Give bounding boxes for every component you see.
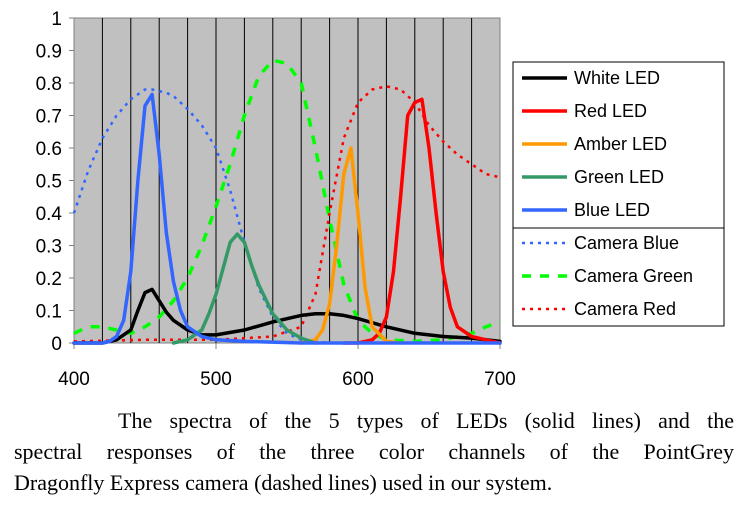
legend-label: Blue LED (574, 200, 650, 220)
y-tick-label: 0.1 (36, 302, 62, 323)
x-axis-ticks: 400 500 600 700 (58, 343, 516, 390)
legend-label: Camera Red (574, 299, 676, 319)
series-line-amber-led (299, 146, 403, 345)
legend-label: Amber LED (574, 134, 667, 154)
series-line-camera-red (73, 85, 501, 343)
legend-label: Red LED (574, 101, 647, 121)
y-tick-label: 1 (51, 9, 62, 30)
y-tick-label: 0.2 (36, 269, 62, 290)
x-tick-label: 600 (342, 369, 374, 390)
series-line-blue-led (72, 92, 502, 345)
caption-line-2: spectral responses of the three color ch… (14, 439, 734, 464)
figure-caption: The spectra of the 5 types of LEDs (soli… (14, 405, 734, 498)
legend-label: Green LED (574, 167, 664, 187)
caption-line-3: Dragonfly Express camera (dashed lines) … (14, 470, 553, 495)
y-tick-label: 0.6 (36, 139, 62, 160)
series-lines (72, 58, 502, 345)
x-tick-label: 500 (200, 369, 232, 390)
plot-area (73, 17, 501, 344)
y-tick-label: 0.5 (36, 172, 62, 193)
y-tick-label: 0.4 (36, 204, 63, 225)
y-tick-label: 0.8 (36, 74, 62, 95)
gridlines (101, 18, 473, 343)
x-tick-label: 700 (484, 369, 516, 390)
series-line-white-led (72, 287, 502, 345)
y-tick-label: 0.9 (36, 42, 62, 63)
series-line-green-led (171, 232, 318, 345)
legend-label: Camera Green (574, 266, 693, 286)
series-line-camera-green (73, 58, 501, 344)
legend-label: Camera Blue (574, 233, 679, 253)
series-line-camera-blue (72, 88, 330, 345)
y-tick-label: 0 (51, 334, 62, 355)
y-tick-label: 0.3 (36, 237, 62, 258)
legend-box (512, 61, 725, 327)
legend: White LED Red LED Amber LED Green LED Blue L… (512, 61, 725, 327)
y-axis-ticks: 0 0.1 0.2 0.3 0.4 0.5 0.6 0.7 0.8 0.9 1 (36, 9, 74, 355)
x-tick-label: 400 (58, 369, 90, 390)
legend-label: White LED (574, 68, 660, 88)
y-tick-label: 0.7 (36, 107, 62, 128)
caption-line-1: The spectra of the 5 types of LEDs (soli… (118, 408, 734, 433)
led-spectra-chart: 0 0.1 0.2 0.3 0.4 0.5 0.6 0.7 0.8 0.9 1 400 500 600 7… (36, 9, 725, 390)
